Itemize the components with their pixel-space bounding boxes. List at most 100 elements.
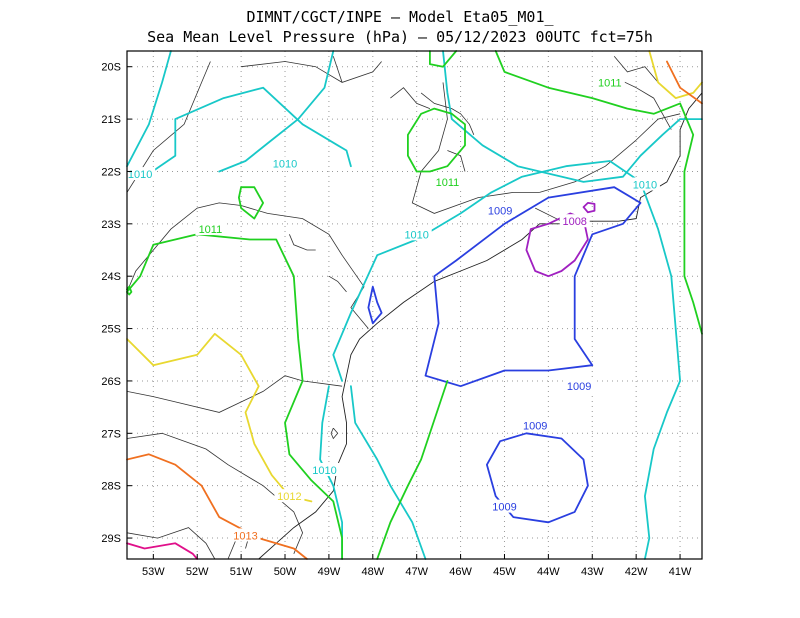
contour-line-1011 bbox=[428, 50, 458, 68]
x-tick-label: 43W bbox=[581, 566, 604, 578]
x-tick-label: 52W bbox=[186, 566, 209, 578]
contour-label-background bbox=[274, 489, 305, 503]
contour-line-1009 bbox=[367, 285, 383, 325]
x-tick-label: 44W bbox=[537, 566, 560, 578]
plot-frame bbox=[126, 50, 703, 560]
lake-outline bbox=[289, 234, 316, 251]
state-border bbox=[390, 87, 431, 109]
y-tick-label: 28S bbox=[101, 481, 121, 493]
contour-label-background bbox=[629, 177, 660, 191]
contour-label: 1009 bbox=[492, 502, 516, 514]
state-border bbox=[126, 202, 369, 329]
chart-title-line-1: DIMNT/CGCT/INPE – Model Eta05_M01_ bbox=[246, 8, 554, 26]
y-tick-label: 21S bbox=[101, 114, 121, 126]
contour-line-1013 bbox=[126, 453, 308, 560]
y-tick-label: 20S bbox=[101, 62, 121, 74]
contour-label: 1012 bbox=[277, 491, 301, 503]
y-tick-label: 23S bbox=[101, 219, 121, 231]
contour-label-background bbox=[564, 379, 595, 393]
contour-label: 1010 bbox=[273, 159, 297, 171]
contour-label: 1008 bbox=[562, 216, 586, 228]
axis-ticks: 53W 52W 51W 50W 49W 48W 47W 46W 45W 44W 43W 42W 41W 2… bbox=[101, 62, 692, 578]
contour-label: 1010 bbox=[128, 169, 152, 181]
y-tick-label: 24S bbox=[101, 271, 121, 283]
state-border bbox=[539, 113, 681, 193]
contour-labels: 1008 1009 1009 1009 1009 1010 1010 1010 1010 1010… bbox=[125, 75, 660, 542]
state-border bbox=[411, 82, 540, 214]
contour-label: 1011 bbox=[199, 224, 223, 236]
contour-line-1011 bbox=[126, 285, 133, 296]
contour-label: 1011 bbox=[436, 177, 460, 189]
x-tick-label: 41W bbox=[669, 566, 692, 578]
x-tick-label: 45W bbox=[493, 566, 516, 578]
lake-outline bbox=[447, 150, 466, 172]
x-tick-label: 48W bbox=[361, 566, 384, 578]
contour-line-1010 bbox=[126, 86, 352, 178]
y-tick-label: 22S bbox=[101, 166, 121, 178]
contour-label: 1010 bbox=[404, 229, 428, 241]
y-tick-label: 27S bbox=[101, 428, 121, 440]
contour-label-background bbox=[401, 227, 432, 241]
x-tick-label: 53W bbox=[142, 566, 165, 578]
contour-line-1010 bbox=[332, 160, 681, 560]
contour-label: 1013 bbox=[233, 530, 257, 542]
state-border bbox=[126, 61, 211, 193]
map-borders bbox=[126, 55, 703, 560]
contour-label: 1010 bbox=[633, 180, 657, 192]
contour-line-1011 bbox=[494, 50, 703, 335]
state-border bbox=[614, 76, 672, 130]
contour-line-1011 bbox=[406, 107, 466, 173]
state-border bbox=[126, 375, 343, 413]
x-tick-label: 51W bbox=[230, 566, 253, 578]
contour-line-1010 bbox=[349, 385, 427, 560]
contour-line-1009 bbox=[424, 186, 642, 388]
contour-line-1011 bbox=[126, 233, 344, 560]
lake-outline bbox=[330, 427, 339, 440]
state-border bbox=[332, 56, 343, 83]
contour-line-1008 bbox=[582, 201, 596, 214]
contour-label-background bbox=[309, 462, 340, 476]
state-border bbox=[126, 527, 216, 560]
contour-label-background bbox=[559, 214, 590, 228]
contour-line-1010 bbox=[218, 50, 335, 173]
contour-line-1013 bbox=[666, 60, 703, 105]
contour-label-background bbox=[125, 167, 156, 181]
contour-line-1010 bbox=[126, 50, 172, 168]
x-tick-label: 49W bbox=[318, 566, 341, 578]
contour-lines bbox=[126, 50, 703, 560]
contour-line-1011 bbox=[237, 186, 265, 220]
y-tick-label: 26S bbox=[101, 376, 121, 388]
contour-line-1009 bbox=[485, 432, 589, 524]
state-border bbox=[241, 61, 382, 83]
lake-outline bbox=[420, 92, 475, 135]
contour-line-1014 bbox=[126, 542, 199, 560]
chart-title-line-2: Sea Mean Level Pressure (hPa) – 05/12/20… bbox=[147, 28, 653, 46]
contour-label-background bbox=[230, 528, 261, 542]
x-tick-label: 47W bbox=[405, 566, 428, 578]
contour-line-1010 bbox=[442, 50, 703, 183]
contour-label-background bbox=[432, 174, 463, 188]
contour-label: 1011 bbox=[598, 77, 622, 89]
contour-line-1012 bbox=[126, 332, 313, 503]
contour-label: 1010 bbox=[312, 465, 336, 477]
contour-label-background bbox=[489, 499, 520, 513]
contour-line-1012 bbox=[648, 50, 703, 99]
contour-label-background bbox=[270, 156, 301, 170]
contour-label-background bbox=[195, 222, 226, 236]
lake-outline bbox=[328, 275, 347, 293]
x-tick-label: 50W bbox=[274, 566, 297, 578]
x-tick-label: 46W bbox=[449, 566, 472, 578]
contour-label: 1009 bbox=[567, 381, 591, 393]
contour-label: 1009 bbox=[523, 420, 547, 432]
contour-line-1011 bbox=[376, 379, 449, 560]
contour-label: 1009 bbox=[488, 206, 512, 218]
y-tick-label: 25S bbox=[101, 324, 121, 336]
grid-lines bbox=[127, 51, 702, 559]
state-border bbox=[613, 55, 659, 83]
x-tick-label: 42W bbox=[625, 566, 648, 578]
contour-label-background bbox=[520, 418, 551, 432]
y-tick-label: 29S bbox=[101, 533, 121, 545]
state-border bbox=[126, 432, 304, 554]
contour-label-background bbox=[485, 203, 516, 217]
